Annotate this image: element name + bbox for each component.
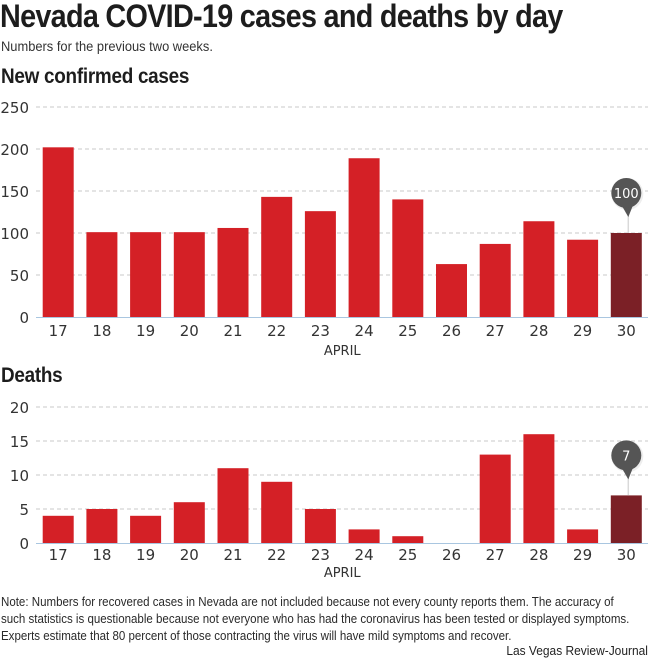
x-tick-label: 21 (223, 322, 242, 340)
bar-30 (610, 495, 642, 543)
y-tick-label: 250 (0, 99, 29, 117)
x-tick-label: 30 (617, 322, 636, 340)
x-tick-label: 29 (573, 322, 592, 340)
x-tick-label: 17 (49, 322, 68, 340)
bar-28 (523, 434, 555, 543)
x-tick-label: 20 (180, 546, 199, 564)
x-tick-label: 18 (92, 322, 111, 340)
y-tick-label: 0 (19, 535, 29, 553)
x-tick-label: 22 (267, 546, 286, 564)
x-tick-label: 18 (92, 546, 111, 564)
deaths-chart-title: Deaths (1, 364, 63, 387)
x-tick-label: 24 (355, 546, 374, 564)
bar-21 (217, 227, 249, 317)
x-tick-label: 27 (486, 322, 505, 340)
bar-24 (348, 529, 380, 543)
bar-22 (261, 196, 293, 317)
footnote: Note: Numbers for recovered cases in Nev… (1, 595, 630, 643)
x-tick-label: 20 (180, 322, 199, 340)
bar-22 (261, 481, 293, 543)
x-tick-label: 29 (573, 546, 592, 564)
bar-20 (173, 232, 205, 317)
deaths-chart: 0 5 10 15 20 17 18 19 20 21 22 23 24 25 26 27 28 29 30 7 APR… (10, 399, 648, 581)
x-tick-label: 19 (136, 322, 155, 340)
value-callout: 100 (611, 178, 644, 233)
source-credit: Las Vegas Review-Journal (506, 643, 648, 658)
bar-25 (392, 536, 424, 543)
y-tick-label: 100 (0, 225, 29, 243)
x-axis-label: APRIL (324, 344, 362, 355)
bar-25 (392, 199, 424, 317)
x-tick-label: 25 (398, 546, 417, 564)
y-tick-label: 150 (0, 183, 29, 201)
page-title: Nevada COVID-19 cases and deaths by day (0, 0, 563, 34)
bar-17 (42, 147, 74, 317)
x-tick-label: 28 (529, 546, 548, 564)
y-tick-label: 5 (19, 501, 29, 519)
bar-18 (86, 232, 118, 317)
x-axis-label: APRIL (324, 566, 362, 581)
bar-19 (130, 515, 162, 543)
bar-17 (42, 515, 74, 543)
x-tick-label: 23 (311, 546, 330, 564)
y-tick-label: 10 (10, 467, 29, 485)
x-tick-label: 21 (223, 546, 242, 564)
bar-27 (479, 243, 511, 317)
bar-24 (348, 158, 380, 317)
callout-label: 7 (622, 449, 630, 464)
bar-23 (304, 509, 336, 543)
x-tick-label: 27 (486, 546, 505, 564)
x-tick-label: 22 (267, 322, 286, 340)
bar-26 (436, 264, 467, 317)
y-tick-label: 20 (10, 399, 29, 417)
cases-chart: 0 50 100 150 200 250 17 18 19 20 21 22 23 24 25 26 27 28 2… (0, 99, 648, 355)
bar-20 (173, 502, 205, 543)
bar-18 (86, 509, 118, 543)
x-tick-label: 26 (442, 546, 461, 564)
value-callout: 7 (611, 440, 644, 496)
y-tick-label: 200 (0, 141, 29, 159)
bar-23 (304, 211, 336, 317)
x-tick-label: 30 (617, 546, 636, 564)
bar-19 (130, 232, 162, 317)
x-tick-label: 28 (529, 322, 548, 340)
x-tick-label: 17 (49, 546, 68, 564)
cases-chart-title: New confirmed cases (1, 65, 190, 88)
y-tick-label: 15 (10, 433, 29, 451)
y-tick-label: 0 (19, 309, 29, 327)
bar-30 (610, 233, 642, 317)
bar-21 (217, 468, 249, 543)
bar-29 (567, 239, 599, 317)
y-tick-label: 50 (10, 267, 29, 285)
x-tick-label: 24 (355, 322, 374, 340)
bar-29 (567, 529, 599, 543)
x-tick-label: 23 (311, 322, 330, 340)
page-subtitle: Numbers for the previous two weeks. (1, 38, 213, 54)
x-tick-label: 19 (136, 546, 155, 564)
x-tick-label: 26 (442, 322, 461, 340)
x-tick-label: 25 (398, 322, 417, 340)
callout-label: 100 (614, 187, 639, 202)
bar-27 (479, 454, 511, 543)
bar-28 (523, 221, 555, 317)
